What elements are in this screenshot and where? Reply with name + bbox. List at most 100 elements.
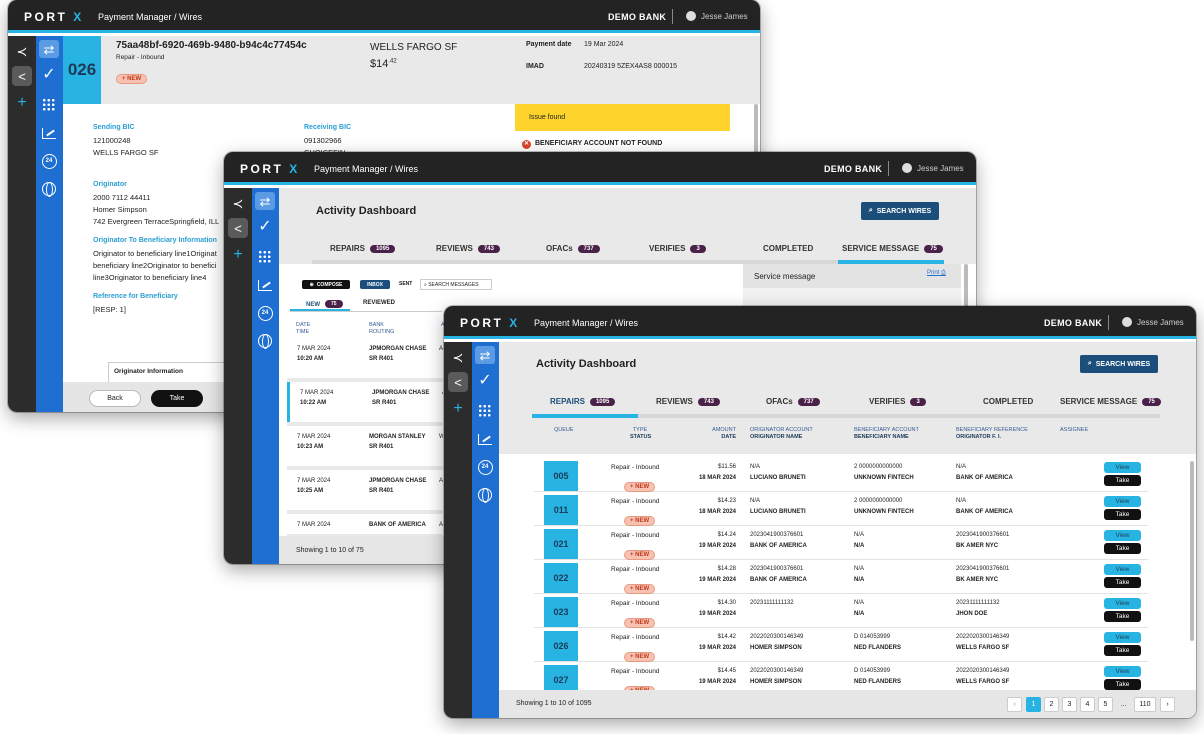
tab-repairs[interactable]: REPAIRS 1095 [330, 244, 396, 253]
tab-completed[interactable]: COMPLETED [763, 244, 814, 253]
user-menu[interactable]: Jesse James [686, 11, 756, 21]
check-icon[interactable]: ✓ [258, 218, 272, 235]
page-button[interactable]: 110 [1134, 697, 1156, 712]
take-button[interactable]: Take [1104, 577, 1141, 588]
tab-service-message[interactable]: SERVICE MESSAGE 75 [1060, 397, 1161, 406]
status-badge: + NEW [624, 543, 656, 561]
view-button[interactable]: View [1104, 462, 1141, 473]
take-button[interactable]: Take [1104, 509, 1141, 520]
next-page-button[interactable]: › [1160, 697, 1175, 712]
search-messages-input[interactable]: ⌕ SEARCH MESSAGES [420, 279, 492, 290]
tab-verifies[interactable]: VERIFIES 3 [869, 397, 926, 406]
tab-reviews[interactable]: REVIEWS 743 [656, 397, 720, 406]
value-date: 19 MAR 2024 [698, 679, 736, 685]
inbox-button[interactable]: INBOX [360, 280, 390, 289]
network-icon[interactable] [475, 402, 495, 420]
transfers-icon[interactable]: ⇄ [475, 346, 495, 364]
prev-page-button[interactable]: ‹ [1007, 697, 1022, 712]
transfers-icon[interactable]: ⇄ [255, 192, 275, 210]
app-switch-icon[interactable]: < [448, 372, 468, 392]
add-icon[interactable]: + [453, 400, 463, 417]
queue-number[interactable]: 011 [544, 495, 578, 525]
transfers-icon[interactable]: ⇄ [39, 40, 59, 58]
signature-icon[interactable] [39, 124, 59, 142]
take-button[interactable]: Take [1104, 679, 1141, 690]
compose-button[interactable]: ⊕ COMPOSE [302, 280, 350, 289]
tab-ofacs[interactable]: OFACs 737 [546, 244, 600, 253]
take-button[interactable]: Take [1104, 645, 1141, 656]
back-button[interactable]: Back [89, 390, 141, 407]
check-icon[interactable]: ✓ [42, 66, 56, 83]
tab-new[interactable]: NEW 75 [306, 300, 343, 308]
take-button[interactable]: Take [1104, 543, 1141, 554]
queue-number[interactable]: 021 [544, 529, 578, 559]
logo[interactable]: PORT X [240, 162, 300, 176]
message-row[interactable]: 7 MAR 2024 10:22 AM JPMORGAN CHASE SR R401 A [287, 382, 443, 422]
support-247-icon[interactable]: 24 [255, 304, 275, 322]
take-button[interactable]: Take [151, 390, 203, 407]
check-icon[interactable]: ✓ [478, 372, 492, 389]
queue-number[interactable]: 023 [544, 597, 578, 627]
page-button[interactable]: 2 [1044, 697, 1059, 712]
scrollbar[interactable] [1190, 461, 1194, 641]
value-date: 19 MAR 2024 [698, 543, 736, 549]
view-button[interactable]: View [1104, 666, 1141, 677]
app-switch-icon[interactable]: < [12, 66, 32, 86]
collapse-icon[interactable]: ≺ [452, 349, 464, 365]
signature-icon[interactable] [255, 276, 275, 294]
globe-icon[interactable] [475, 486, 495, 504]
add-icon[interactable]: + [17, 94, 27, 111]
beneficiary-reference: 2022020300146349 [956, 668, 1010, 674]
message-row[interactable]: 7 MAR 2024 10:20 AM JPMORGAN CHASE SR R401 A [287, 338, 443, 378]
support-247-icon[interactable]: 24 [475, 458, 495, 476]
tab-repairs[interactable]: REPAIRS 1095 [550, 397, 616, 406]
view-button[interactable]: View [1104, 598, 1141, 609]
view-button[interactable]: View [1104, 632, 1141, 643]
collapse-icon[interactable]: ≺ [232, 195, 244, 211]
app-switch-icon[interactable]: < [228, 218, 248, 238]
tab-reviews[interactable]: REVIEWS 743 [436, 244, 500, 253]
add-icon[interactable]: + [233, 246, 243, 263]
value-date: 19 MAR 2024 [698, 577, 736, 583]
globe-icon[interactable] [39, 180, 59, 198]
nav-rail: ⇄ ✓ 24 [252, 188, 279, 564]
take-button[interactable]: Take [1104, 611, 1141, 622]
search-wires-button[interactable]: ⌕ SEARCH WIRES [1080, 355, 1158, 373]
message-row[interactable]: 7 MAR 2024 10:23 AM MORGAN STANLEY SR R401 W [287, 426, 443, 466]
queue-number[interactable]: 022 [544, 563, 578, 593]
page-button[interactable]: 3 [1062, 697, 1077, 712]
view-button[interactable]: View [1104, 496, 1141, 507]
user-menu[interactable]: Jesse James [902, 163, 972, 173]
support-247-icon[interactable]: 24 [39, 152, 59, 170]
plus-icon: ⊕ [309, 281, 314, 288]
take-button[interactable]: Take [1104, 475, 1141, 486]
tab-reviewed[interactable]: REVIEWED [363, 300, 396, 306]
network-icon[interactable] [39, 96, 59, 114]
user-menu[interactable]: Jesse James [1122, 317, 1192, 327]
tab-ofacs[interactable]: OFACs 737 [766, 397, 820, 406]
tab-service-message[interactable]: SERVICE MESSAGE 75 [842, 244, 943, 253]
tab-verifies[interactable]: VERIFIES 3 [649, 244, 706, 253]
message-row[interactable]: 7 MAR 2024 BANK OF AMERICA A [287, 514, 443, 534]
view-button[interactable]: View [1104, 530, 1141, 541]
originator-account: 2022020300146349 [750, 668, 804, 674]
print-link[interactable]: Print ⎙ [927, 270, 946, 276]
globe-icon[interactable] [255, 332, 275, 350]
page-button[interactable]: 4 [1080, 697, 1095, 712]
collapse-icon[interactable]: ≺ [16, 43, 28, 59]
bank-name: DEMO BANK [1044, 318, 1103, 328]
queue-number[interactable]: 026 [544, 631, 578, 661]
view-button[interactable]: View [1104, 564, 1141, 575]
logo[interactable]: PORT X [460, 316, 520, 330]
signature-icon[interactable] [475, 430, 495, 448]
sent-tab[interactable]: SENT [399, 281, 413, 287]
message-row[interactable]: 7 MAR 2024 10:25 AM JPMORGAN CHASE SR R401 A [287, 470, 443, 510]
network-icon[interactable] [255, 248, 275, 266]
message-time: 10:20 AM [297, 356, 324, 362]
queue-number[interactable]: 005 [544, 461, 578, 491]
page-button[interactable]: 5 [1098, 697, 1113, 712]
tab-completed[interactable]: COMPLETED [983, 397, 1034, 406]
logo[interactable]: PORT X [24, 10, 84, 24]
page-button[interactable]: 1 [1026, 697, 1041, 712]
search-wires-button[interactable]: ⌕ SEARCH WIRES [861, 202, 939, 220]
